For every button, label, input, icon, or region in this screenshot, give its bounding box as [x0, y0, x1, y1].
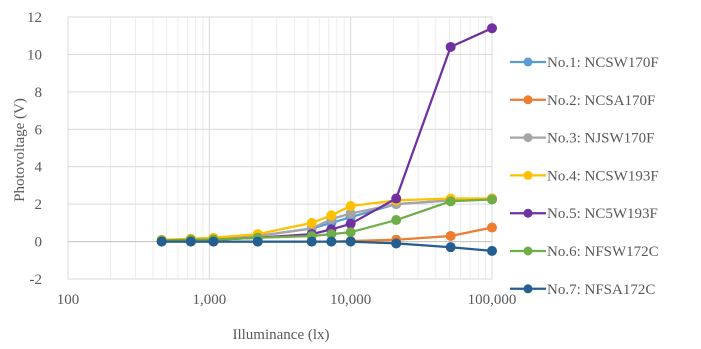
- legend-item: No.5: NC5W193F: [510, 206, 658, 222]
- data-point: [487, 245, 497, 256]
- data-point: [487, 222, 497, 233]
- data-point: [326, 210, 337, 221]
- legend-swatch-marker: [523, 57, 533, 67]
- legend-label: No.7: NFSA172C: [547, 282, 655, 298]
- legend-item: No.7: NFSA172C: [510, 282, 655, 298]
- data-point: [445, 41, 456, 52]
- legend-label: No.6: NFSW172C: [547, 244, 659, 260]
- data-point: [487, 194, 497, 205]
- legend-swatch-marker: [523, 284, 533, 294]
- legend-item: No.2: NCSA170F: [510, 93, 655, 109]
- data-point: [208, 236, 219, 247]
- series-line: [161, 240, 493, 253]
- series-line: [161, 198, 493, 242]
- data-point: [252, 236, 263, 247]
- y-tick-label: 12: [27, 10, 42, 26]
- legend: No.1: NCSW170F No.2: NCSA170F No.3: NJSW17…: [510, 55, 659, 298]
- legend-label: No.2: NCSA170F: [547, 93, 655, 109]
- data-point: [391, 238, 402, 249]
- data-point: [345, 236, 356, 247]
- data-point: [345, 218, 356, 229]
- legend-swatch-marker: [523, 95, 533, 105]
- data-point: [156, 236, 167, 247]
- y-tick-label: 2: [35, 197, 43, 213]
- data-point: [445, 242, 456, 253]
- tick-labels: -2 0 2 4 6 8 10 12 100 1,000 10,000 100,000: [27, 10, 516, 308]
- data-point: [445, 196, 456, 207]
- y-tick-label: 8: [35, 85, 43, 101]
- series-line: [161, 27, 493, 242]
- legend-label: No.3: NJSW170F: [547, 131, 655, 147]
- legend-item: No.6: NFSW172C: [510, 244, 659, 260]
- legend-label: No.4: NCSW193F: [547, 168, 659, 184]
- legend-item: No.1: NCSW170F: [510, 55, 659, 71]
- data-point: [345, 227, 356, 238]
- legend-swatch-marker: [523, 170, 533, 180]
- data-point: [391, 193, 402, 204]
- legend-item: No.3: NJSW170F: [510, 131, 655, 147]
- data-point: [306, 236, 317, 247]
- legend-item: No.4: NCSW193F: [510, 168, 659, 184]
- x-tick-label: 100: [57, 292, 80, 308]
- series-group: [156, 236, 497, 256]
- legend-swatch-marker: [523, 133, 533, 143]
- data-point: [391, 215, 402, 226]
- data-point: [326, 236, 337, 247]
- legend-swatch-marker: [523, 246, 533, 256]
- y-axis-title: Photovoltage (V): [12, 98, 28, 202]
- x-tick-label: 100,000: [468, 292, 517, 308]
- legend-label: No.1: NCSW170F: [547, 55, 659, 71]
- x-tick-label: 10,000: [330, 292, 371, 308]
- legend-swatch-marker: [523, 208, 533, 218]
- legend-label: No.5: NC5W193F: [547, 206, 658, 222]
- y-tick-label: 10: [27, 47, 42, 63]
- series-lines: [156, 23, 497, 256]
- y-tick-label: 4: [35, 160, 43, 176]
- y-tick-label: 0: [35, 235, 43, 251]
- data-point: [185, 236, 196, 247]
- series-group: [156, 23, 497, 246]
- data-point: [445, 230, 456, 241]
- data-point: [345, 201, 356, 212]
- x-tick-label: 1,000: [192, 292, 226, 308]
- x-axis-title: Illuminance (lx): [232, 327, 329, 343]
- data-point: [487, 23, 497, 34]
- grid: [67, 16, 493, 280]
- data-point: [306, 217, 317, 228]
- series-line: [161, 197, 492, 241]
- y-tick-label: -2: [30, 272, 43, 288]
- y-tick-label: 6: [35, 122, 43, 138]
